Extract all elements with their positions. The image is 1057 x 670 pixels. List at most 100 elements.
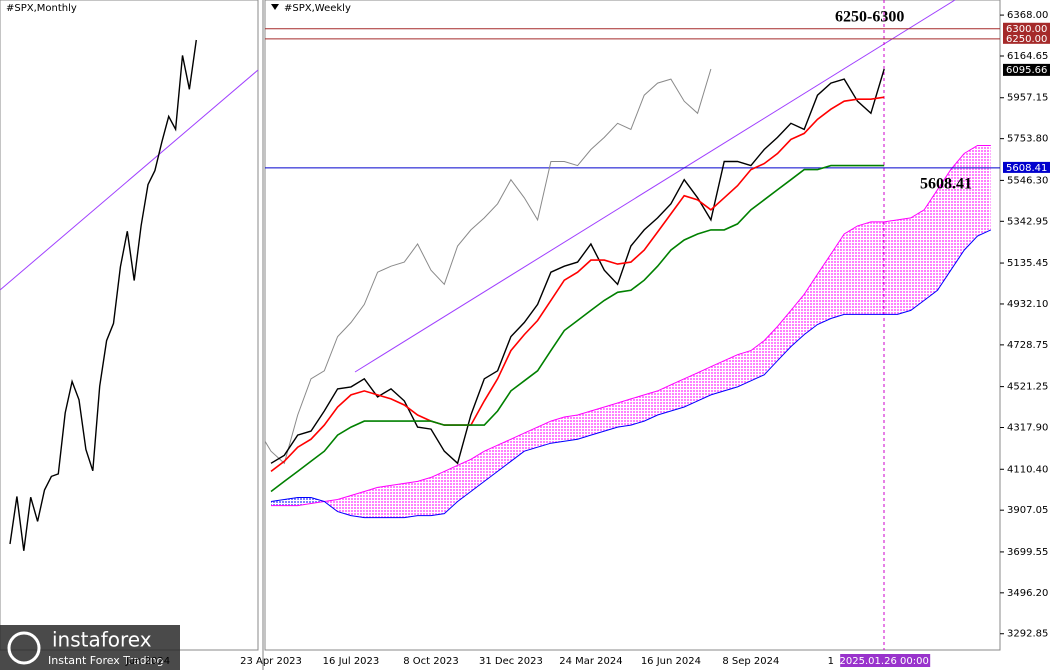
y-tick-label: 4932.10 [1007,299,1048,310]
cloud [364,487,378,518]
price-line [270,68,885,465]
trend-line [0,69,259,291]
chart-title: #SPX,Monthly [6,3,77,14]
x-tick-label: Jun 2024 [125,656,170,667]
cloud [897,217,911,315]
cloud [790,294,805,347]
level-tag [1003,32,1050,44]
y-tick-label: 3292.85 [1007,629,1048,640]
y-tick-label: 5546.30 [1007,175,1048,186]
watermark-brand: instaforex [52,628,152,652]
cloud [870,221,885,315]
cloud [884,219,898,315]
x-tick-label: 2025.01.26 00:00 [840,656,929,667]
cloud [417,477,431,516]
cloud [924,189,938,301]
y-tick-label: 4317.90 [1007,423,1048,434]
cloud [404,481,418,518]
y-tick-label: 4110.40 [1007,464,1048,475]
cursor-label-bg [840,654,931,667]
cloud [337,495,351,516]
level-tag [1003,22,1050,34]
cloud [644,390,658,422]
x-tick-label: 8 Sep 2024 [722,656,779,667]
cloud [390,483,405,518]
chart-title: #SPX,Weekly [284,3,351,14]
y-tick-label: 6164.65 [1007,51,1048,62]
cloud [630,394,645,426]
monthly-panel [0,0,259,651]
cloud [470,451,485,492]
cloud [617,398,631,428]
cloud [737,350,751,387]
cloud [977,145,991,236]
cloud [764,326,778,375]
cloud [484,445,498,482]
cloud [524,427,538,452]
cloud [964,145,978,251]
y-tick-label: 3699.55 [1007,547,1048,558]
cloud [604,402,618,432]
x-tick-label: 24 Mar 2024 [559,656,622,667]
price-tag [1003,63,1050,76]
trend-line [354,0,956,373]
lagging-span [265,68,712,465]
cloud [457,459,471,502]
level-tag-label: 5608.41 [1006,163,1047,174]
y-tick-label: 3496.20 [1007,588,1048,599]
y-tick-label: 4728.75 [1007,340,1048,351]
x-tick-label: 23 Apr 2023 [240,656,302,667]
cloud [284,497,298,506]
cloud [684,372,698,407]
cloud [537,421,551,448]
watermark-logo [7,631,41,665]
y-tick-label: 3907.05 [1007,505,1048,516]
span-b [270,229,992,519]
annotation: 5608.41 [920,176,972,193]
cloud [350,491,365,518]
price-line [270,164,885,493]
y-tick-label: 5753.80 [1007,134,1048,145]
cloud [444,465,458,514]
cloud [657,384,671,416]
cloud [857,221,871,315]
cloud [710,360,725,395]
cloud [577,411,591,440]
x-tick-label: 8 Oct 2023 [403,656,458,667]
weekly-panel [264,0,1001,651]
cloud [377,485,391,518]
menu-arrow[interactable] [271,4,279,10]
annotation: 6250-6300 [835,9,904,26]
cloud [937,169,951,291]
price-line [9,39,197,551]
x-tick-label: 16 Jul 2023 [323,656,380,667]
cloud [430,471,445,516]
splitter[interactable] [262,0,264,670]
level-tag-label: 6250.00 [1006,34,1047,45]
cloud [844,225,858,315]
cloud [950,153,965,271]
x-tick-label: 31 Dec 2023 [479,656,543,667]
level-tag-label: 6300.00 [1006,24,1047,35]
cloud [510,433,525,462]
cloud [670,378,685,412]
y-tick-label: 4521.25 [1007,382,1048,393]
cloud [564,415,578,442]
price-line [270,96,885,473]
x-tick-label: 16 Jun 2024 [641,656,701,667]
cloud [817,254,831,325]
y-tick-label: 6368.00 [1007,10,1048,21]
x-tick-label: 1 [828,656,834,667]
level-tag [1003,161,1050,173]
cloud [697,366,711,401]
cloud [830,233,845,319]
watermark-tagline: Instant Forex Trading [48,654,164,667]
price-tag-label: 6095.66 [1006,65,1047,76]
y-tick-label: 5342.95 [1007,216,1048,227]
cloud [550,417,565,444]
y-tick-label: 5135.45 [1007,258,1048,269]
cloud [724,354,738,391]
cloud [910,209,925,311]
cloud [590,406,605,436]
